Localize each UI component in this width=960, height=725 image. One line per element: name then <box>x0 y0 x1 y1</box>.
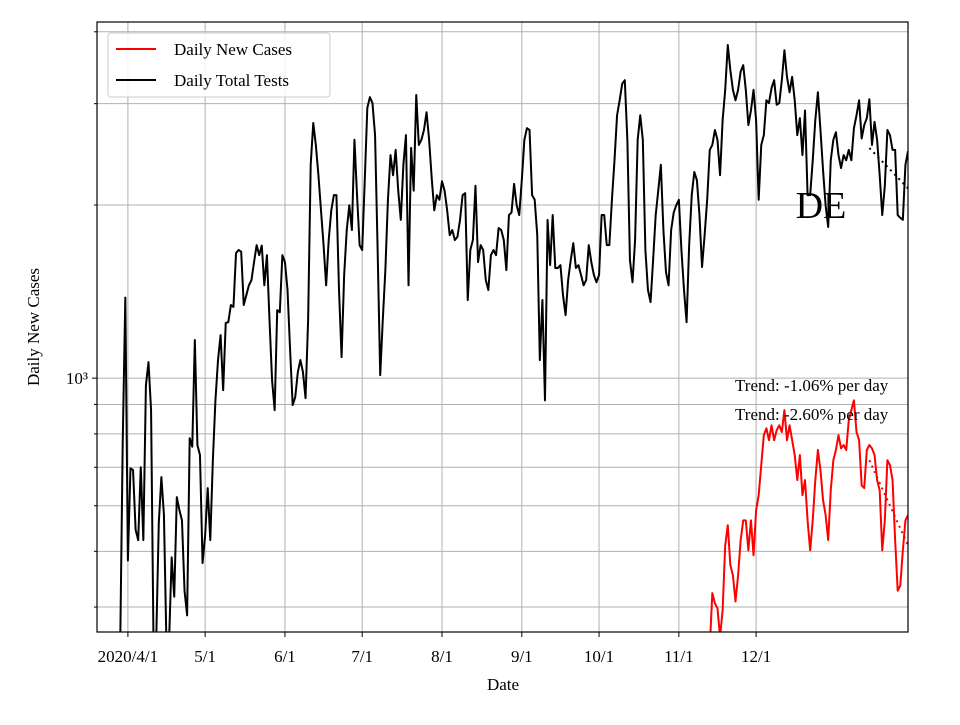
x-tick-label: 8/1 <box>431 647 453 666</box>
x-tick-label: 2020/4/1 <box>98 647 158 666</box>
y-axis-label: Daily New Cases <box>24 268 43 386</box>
annotation-trend: Trend: -1.06% per day <box>735 376 889 395</box>
legend: Daily New Cases Daily Total Tests <box>107 32 331 98</box>
series-line <box>119 43 908 632</box>
legend-label: Daily New Cases <box>174 40 292 59</box>
x-tick-label: 6/1 <box>274 647 296 666</box>
annotation-region: DE <box>796 185 847 227</box>
series-line <box>709 399 908 632</box>
x-tick-label: 5/1 <box>194 647 216 666</box>
annotation-trend: Trend: -2.60% per day <box>735 405 889 424</box>
x-tick-label: 10/1 <box>584 647 614 666</box>
x-axis-label: Date <box>487 675 519 694</box>
plot-frame <box>96 21 909 633</box>
x-tick-label: 7/1 <box>351 647 373 666</box>
legend-label: Daily Total Tests <box>174 71 289 90</box>
ticks: 2020/4/1 5/1 6/1 7/1 8/1 9/1 10/1 11/1 12/1 10³ <box>66 31 771 666</box>
x-tick-label: 12/1 <box>741 647 771 666</box>
legend-box <box>107 32 331 98</box>
x-tick-label: 9/1 <box>511 647 533 666</box>
y-tick-label: 10³ <box>66 369 88 388</box>
x-tick-label: 11/1 <box>664 647 694 666</box>
plot-lines <box>119 43 908 632</box>
